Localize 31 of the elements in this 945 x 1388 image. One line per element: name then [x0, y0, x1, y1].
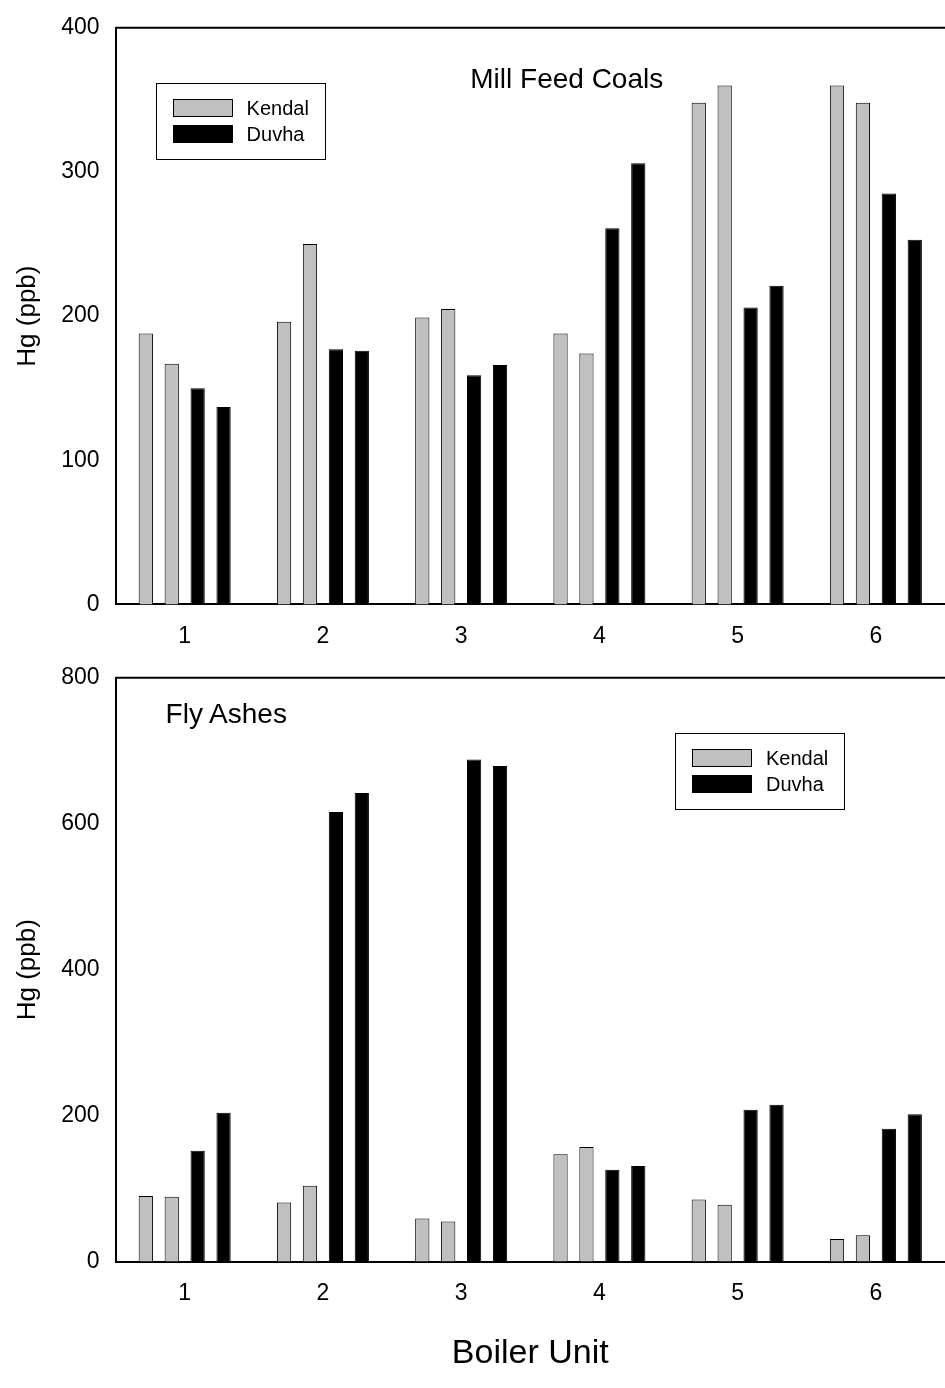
x-tick-label: 2	[316, 1278, 330, 1305]
x-tick-label: 4	[593, 621, 607, 648]
y-tick-label: 300	[61, 157, 100, 184]
y-tick-label: 100	[61, 445, 100, 472]
legend-label: Kendal	[246, 96, 309, 120]
x-tick-label: 6	[869, 1278, 883, 1305]
x-tick-label: 5	[731, 621, 745, 648]
x-tick-label: 6	[869, 621, 883, 648]
x-tick-label: 3	[454, 1278, 468, 1305]
x-tick-label: 3	[454, 621, 468, 648]
legend-label: Duvha	[246, 122, 305, 146]
y-axis-title: Hg (ppb)	[10, 265, 41, 367]
x-tick-label: 4	[593, 1278, 607, 1305]
x-tick-label: 2	[316, 621, 330, 648]
y-tick-label: 200	[61, 1100, 100, 1127]
text: Fly Ashes	[165, 697, 287, 730]
y-tick-label: 400	[61, 13, 100, 40]
x-tick-label: 1	[178, 621, 192, 648]
x-axis-title: Boiler Unit	[451, 1331, 610, 1370]
y-tick-label: 0	[86, 589, 100, 616]
text: Mill Feed Coals	[470, 62, 664, 95]
y-tick-label: 0	[86, 1246, 100, 1273]
y-tick-label: 600	[61, 809, 100, 836]
y-tick-label: 400	[61, 955, 100, 982]
x-tick-label: 1	[178, 1278, 192, 1305]
legend-label: Kendal	[766, 746, 829, 770]
y-tick-label: 800	[61, 663, 100, 690]
x-tick-label: 5	[731, 1278, 745, 1305]
y-tick-label: 200	[61, 301, 100, 328]
legend-label: Duvha	[766, 772, 824, 796]
y-axis-title: Hg (ppb)	[10, 919, 41, 1021]
